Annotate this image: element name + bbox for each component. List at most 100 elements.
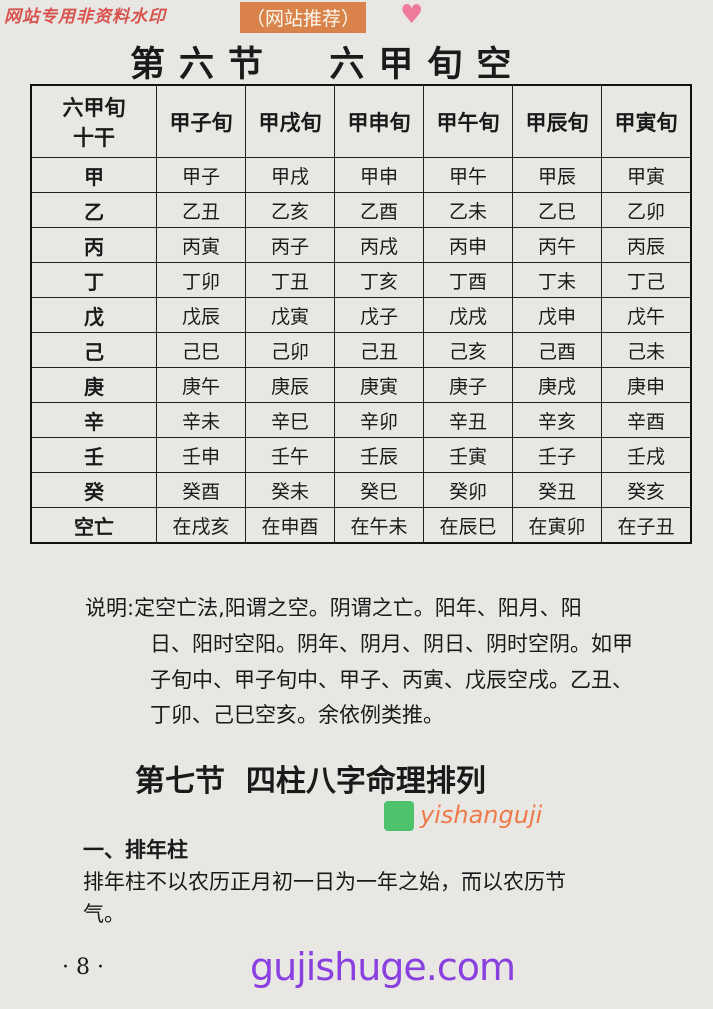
- row-label: 壬: [30, 437, 157, 473]
- page-title: 第六节 六甲旬空: [130, 44, 526, 85]
- table-row: 空亡 在戌亥 在申酉 在午未 在辰巳 在寅卯 在子丑: [30, 507, 692, 544]
- table-cell: 庚申: [601, 367, 692, 403]
- section-title: 第七节 四柱八字命理排列: [135, 764, 486, 799]
- table-cell: 在辰巳: [423, 507, 513, 544]
- table-cell: 丙辰: [601, 227, 692, 263]
- table-cell: 癸未: [245, 472, 335, 508]
- body-line: 气。: [83, 902, 125, 926]
- table-cell: 癸酉: [156, 472, 246, 508]
- table-cell: 辛巳: [245, 402, 335, 438]
- table-cell: 戊午: [601, 297, 692, 333]
- table-cell: 壬寅: [423, 437, 513, 473]
- watermark-site2: yishanguji: [420, 801, 543, 829]
- watermark-site: gujishuge.com: [250, 945, 516, 989]
- table-cell: 丁亥: [334, 262, 424, 298]
- table-cell: 乙丑: [156, 192, 246, 228]
- row-label: 庚: [30, 367, 157, 403]
- table-cell: 癸亥: [601, 472, 692, 508]
- body-line: 排年柱不以农历正月初一日为一年之始，而以农历节: [83, 870, 566, 894]
- table-cell: 癸巳: [334, 472, 424, 508]
- table-cell: 癸丑: [512, 472, 602, 508]
- table-row: 丁丁卯 丁丑 丁亥 丁酉 丁未 丁己: [30, 262, 692, 298]
- table-cell: 辛酉: [601, 402, 692, 438]
- note-line: 说明:定空亡法,阳谓之空。阴谓之亡。阳年、阳月、阳: [85, 596, 582, 620]
- table-cell: 丁卯: [156, 262, 246, 298]
- table-cell: 壬辰: [334, 437, 424, 473]
- table-cell: 庚子: [423, 367, 513, 403]
- table-cell: 庚戌: [512, 367, 602, 403]
- table-row: 戊戊辰 戊寅 戊子 戊戌 戊申 戊午: [30, 297, 692, 333]
- note-line: 子旬中、甲子旬中、甲子、丙寅、戊辰空戌。乙丑、: [150, 668, 633, 692]
- table-cell: 己卯: [245, 332, 335, 368]
- table-cell: 甲辰: [512, 157, 602, 193]
- table-cell: 戊申: [512, 297, 602, 333]
- table-row: 乙乙丑 乙亥 乙酉 乙未 乙巳 乙卯: [30, 192, 692, 228]
- table-cell: 戊寅: [245, 297, 335, 333]
- table-cell: 戊辰: [156, 297, 246, 333]
- table-cell: 乙巳: [512, 192, 602, 228]
- table-cell: 己未: [601, 332, 692, 368]
- table-row: 壬壬申 壬午 壬辰 壬寅 壬子 壬戌: [30, 437, 692, 473]
- table-cell: 乙酉: [334, 192, 424, 228]
- table-cell: 丁未: [512, 262, 602, 298]
- row-label: 乙: [30, 192, 157, 228]
- table-cell: 乙亥: [245, 192, 335, 228]
- table-cell: 甲午旬: [423, 84, 513, 158]
- wechat-icon: [384, 801, 414, 831]
- table-cell: 甲申旬: [334, 84, 424, 158]
- table-row: 丙丙寅 丙子 丙戌 丙申 丙午 丙辰: [30, 227, 692, 263]
- table-cell: 甲子旬: [156, 84, 246, 158]
- table-row: 甲甲子 甲戌 甲申 甲午 甲辰 甲寅: [30, 157, 692, 193]
- table-cell: 在申酉: [245, 507, 335, 544]
- table-cell: 甲寅旬: [601, 84, 692, 158]
- table-cell: 丙子: [245, 227, 335, 263]
- row-label: 己: [30, 332, 157, 368]
- table-cell: 壬午: [245, 437, 335, 473]
- table-cell: 甲申: [334, 157, 424, 193]
- table-cell: 在午未: [334, 507, 424, 544]
- xunkong-table: 六甲旬 十干 甲子旬 甲戌旬 甲申旬 甲午旬 甲辰旬 甲寅旬甲甲子 甲戌 甲申 甲午 甲辰 甲寅乙乙丑…: [30, 84, 692, 544]
- page-number: · 8 ·: [62, 955, 104, 980]
- table-cell: 己丑: [334, 332, 424, 368]
- note-line: 丁卯、己巳空亥。余依例类推。: [150, 703, 444, 727]
- table-cell: 在戌亥: [156, 507, 246, 544]
- row-label: 癸: [30, 472, 157, 508]
- subsection-title: 一、排年柱: [83, 838, 188, 862]
- table-cell: 壬子: [512, 437, 602, 473]
- table-cell: 甲戌旬: [245, 84, 335, 158]
- table-cell: 戊子: [334, 297, 424, 333]
- table-cell: 丙戌: [334, 227, 424, 263]
- heart-icon: ♥: [400, 0, 424, 30]
- table-cell: 乙未: [423, 192, 513, 228]
- row-label: 甲: [30, 157, 157, 193]
- table-cell: 辛丑: [423, 402, 513, 438]
- table-cell: 壬申: [156, 437, 246, 473]
- row-label: 丁: [30, 262, 157, 298]
- table-cell: 壬戌: [601, 437, 692, 473]
- watermark-text: 网站专用非资料水印: [4, 7, 166, 27]
- table-cell: 丙申: [423, 227, 513, 263]
- row-label: 戊: [30, 297, 157, 333]
- table-cell: 甲子: [156, 157, 246, 193]
- table-cell: 甲午: [423, 157, 513, 193]
- table-cell: 丁丑: [245, 262, 335, 298]
- row-label: 空亡: [30, 507, 157, 544]
- table-row: 辛辛未 辛巳 辛卯 辛丑 辛亥 辛酉: [30, 402, 692, 438]
- table-cell: 戊戌: [423, 297, 513, 333]
- table-row: 癸癸酉 癸未 癸巳 癸卯 癸丑 癸亥: [30, 472, 692, 508]
- table-cell: 在寅卯: [512, 507, 602, 544]
- table-cell: 丙午: [512, 227, 602, 263]
- row-label: 丙: [30, 227, 157, 263]
- table-cell: 己酉: [512, 332, 602, 368]
- table-cell: 辛未: [156, 402, 246, 438]
- table-cell: 甲寅: [601, 157, 692, 193]
- table-cell: 在子丑: [601, 507, 692, 544]
- note-line: 日、阳时空阳。阴年、阴月、阴日、阴时空阴。如甲: [150, 632, 633, 656]
- table-cell: 乙卯: [601, 192, 692, 228]
- table-cell: 丁己: [601, 262, 692, 298]
- row-label: 六甲旬 十干: [30, 84, 157, 158]
- row-label: 辛: [30, 402, 157, 438]
- table-cell: 丁酉: [423, 262, 513, 298]
- table-cell: 庚寅: [334, 367, 424, 403]
- header-row: 六甲旬 十干 甲子旬 甲戌旬 甲申旬 甲午旬 甲辰旬 甲寅旬: [30, 84, 692, 158]
